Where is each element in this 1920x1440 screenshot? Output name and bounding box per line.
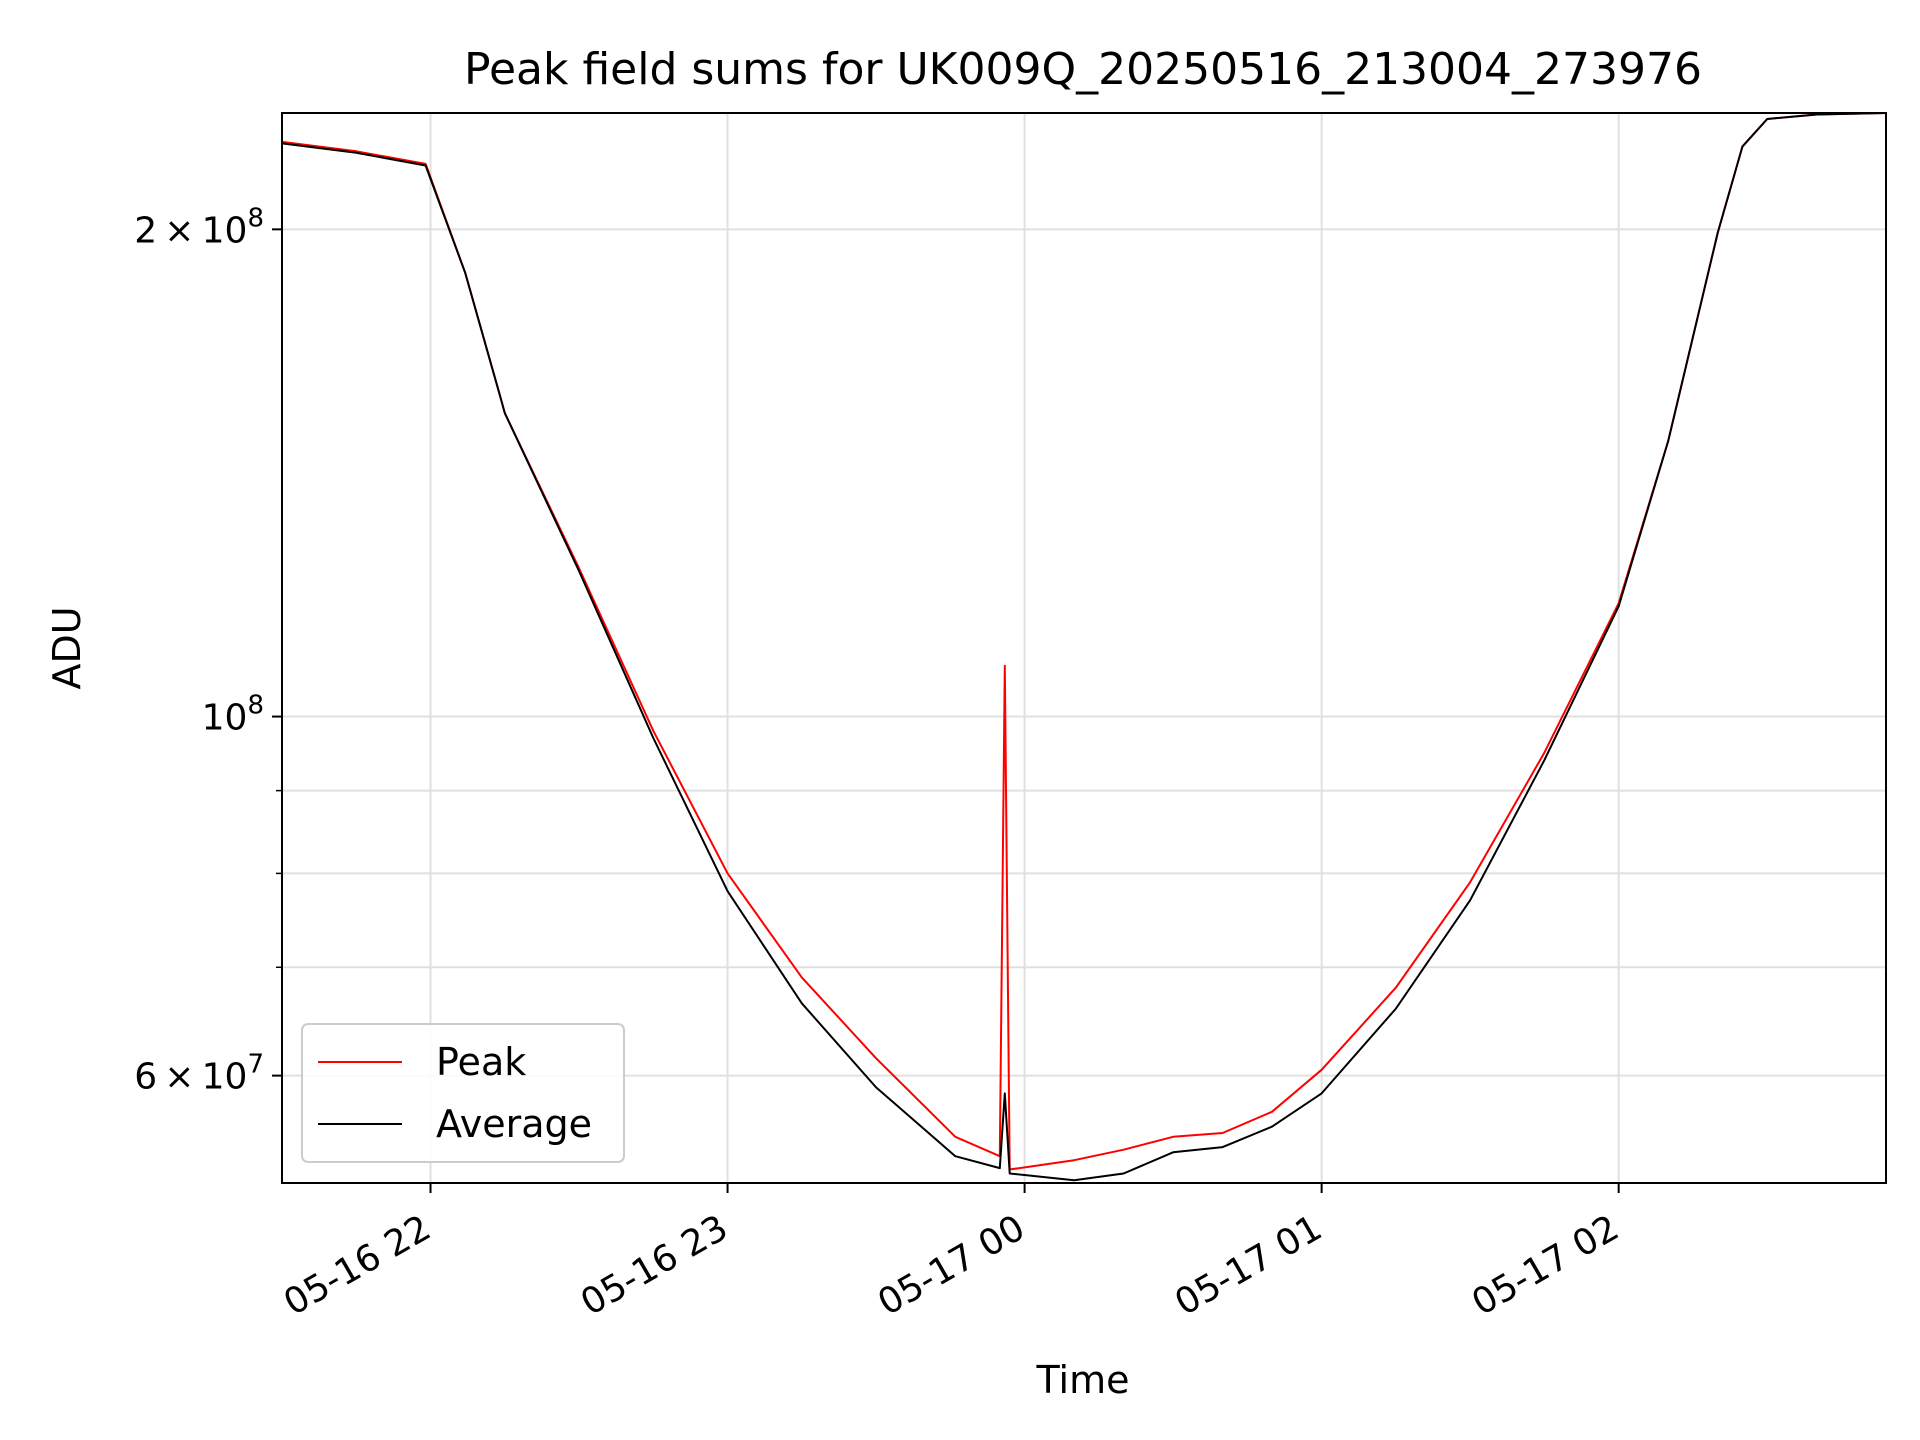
data-point-average xyxy=(726,890,729,893)
data-point-peak xyxy=(1320,1068,1323,1071)
data-point-peak xyxy=(1469,881,1471,884)
data-point-average xyxy=(1766,118,1768,120)
y-tick-label: 6 × 107 xyxy=(134,1050,264,1098)
data-point-peak xyxy=(1003,664,1006,667)
data-point-peak xyxy=(424,163,427,165)
data-point-average xyxy=(499,394,501,396)
data-point-average xyxy=(424,164,427,167)
data-point-average xyxy=(1008,1172,1011,1175)
y-tick-label: 2 × 108 xyxy=(134,203,264,251)
axes-frame xyxy=(281,112,1887,1184)
data-point-average xyxy=(503,412,506,414)
data-point-peak xyxy=(954,1135,957,1138)
data-point-peak xyxy=(726,872,729,875)
data-point-average xyxy=(1221,1146,1224,1148)
y-tick-label: 108 xyxy=(202,691,264,739)
data-point-average xyxy=(1073,1179,1075,1182)
x-axis-label: Time xyxy=(1036,1358,1130,1402)
data-point-peak xyxy=(652,729,655,732)
data-point-average xyxy=(1320,1092,1323,1095)
data-point-average xyxy=(1667,440,1669,442)
data-point-peak xyxy=(355,150,358,153)
grid xyxy=(282,113,1886,1183)
legend: Peak Average xyxy=(301,1023,625,1163)
y-axis-label: ADU xyxy=(45,606,89,689)
data-point-average xyxy=(1543,759,1546,761)
legend-label-peak: Peak xyxy=(436,1040,526,1084)
data-point-average xyxy=(1395,1007,1397,1010)
data-point-average xyxy=(1617,605,1620,608)
data-point-peak xyxy=(1122,1148,1125,1151)
data-point-average xyxy=(801,1002,803,1005)
data-point-peak xyxy=(1395,986,1397,989)
chart-title: Peak field sums for UK009Q_20250516_2130… xyxy=(464,44,1702,95)
data-point-peak xyxy=(1172,1135,1174,1138)
data-point-average xyxy=(652,737,655,739)
data-point-average xyxy=(1741,145,1744,148)
data-point-peak xyxy=(875,1057,877,1060)
data-point-average xyxy=(464,272,466,274)
data-point-average xyxy=(1469,899,1471,902)
data-point-average xyxy=(954,1155,957,1158)
data-point-average xyxy=(1815,113,1818,116)
data-point-average xyxy=(1271,1125,1273,1128)
legend-label-average: Average xyxy=(436,1102,592,1146)
data-point-peak xyxy=(1221,1132,1224,1134)
data-point-average xyxy=(999,1167,1001,1169)
data-point-average xyxy=(1122,1172,1125,1175)
data-point-average xyxy=(1003,1092,1006,1095)
data-point-average xyxy=(1172,1151,1174,1154)
data-point-peak xyxy=(1073,1159,1075,1161)
legend-box xyxy=(301,1023,625,1163)
data-point-peak xyxy=(801,976,803,979)
data-point-average xyxy=(355,152,358,154)
data-point-average xyxy=(578,570,580,572)
data-point-average xyxy=(875,1086,877,1089)
data-point-average xyxy=(1716,232,1719,234)
data-point-peak xyxy=(1271,1110,1273,1113)
data-point-peak xyxy=(1543,751,1546,754)
